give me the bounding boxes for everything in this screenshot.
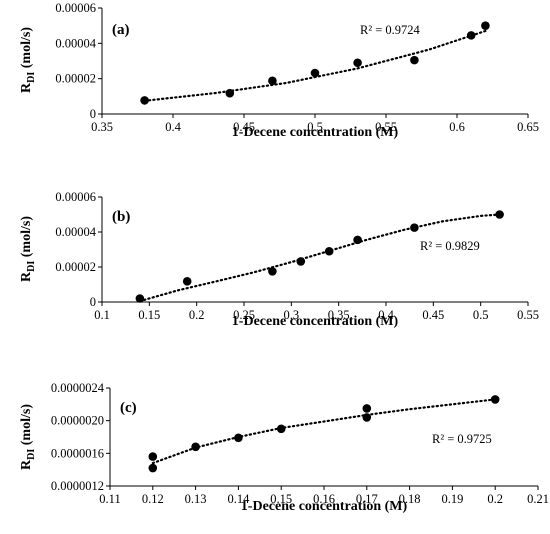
x-tick-label: 0.17 [356, 492, 378, 506]
y-tick-label: 0.0000012 [51, 479, 104, 493]
y-axis-label: RDI (mol/s) [19, 27, 37, 93]
x-tick-label: 0.55 [517, 308, 539, 322]
x-axis-label: 1-Decene concentration (M) [232, 125, 399, 140]
data-point [296, 257, 306, 266]
y-tick-label: 0.00006 [55, 1, 96, 15]
x-tick-label: 0.3 [284, 308, 300, 322]
x-tick-label: 0.16 [313, 492, 335, 506]
data-point [362, 404, 372, 413]
y-axis-label: RDI (mol/s) [19, 216, 37, 282]
x-tick-label: 0.11 [99, 492, 120, 506]
data-point [182, 277, 192, 286]
r-squared-annotation: R² = 0.9725 [432, 432, 492, 446]
trendline [138, 213, 501, 303]
y-axis-label-main: R [19, 82, 34, 93]
chart-panel-1: 0.35 0.4 0.45 0.5 0.55 0.6 0.65 0 0.00002 0.00004… [19, 1, 539, 140]
panel-label: (b) [112, 209, 130, 225]
x-tick-label: 0.65 [517, 120, 539, 134]
x-tick-label: 0.45 [422, 308, 444, 322]
y-tick-label: 0.00004 [55, 225, 96, 239]
x-tick-label: 0.6 [449, 120, 465, 134]
data-point [410, 223, 419, 232]
y-tick-label: 0.0000020 [51, 414, 104, 428]
x-tick-label: 0.18 [399, 492, 421, 506]
x-tick-label: 0.2 [189, 308, 205, 322]
y-axis-label-main: R [19, 459, 34, 470]
r-squared-annotation: R² = 0.9829 [420, 239, 480, 253]
data-point [362, 413, 372, 422]
data-point [268, 267, 277, 276]
x-tick-label: 0.45 [233, 120, 255, 134]
x-tick-label: 0.15 [270, 492, 292, 506]
x-tick-label: 0.2 [487, 492, 503, 506]
data-point [324, 246, 334, 256]
y-axis-label-unit: (mol/s) [19, 216, 34, 261]
y-axis-label-subscript: DI [26, 261, 37, 272]
x-tick-label: 0.25 [233, 308, 255, 322]
x-tick-label: 0.14 [227, 492, 250, 506]
x-tick-label: 0.12 [142, 492, 164, 506]
y-tick-label: 0 [90, 295, 96, 309]
y-axis-label-unit: (mol/s) [19, 27, 34, 72]
y-axis-label: RDI (mol/s) [19, 404, 37, 470]
data-point [225, 88, 235, 98]
x-tick-label: 0.13 [185, 492, 207, 506]
data-point [191, 442, 200, 452]
y-tick-label: 0.00002 [55, 72, 96, 86]
x-tick-label: 0.35 [328, 308, 350, 322]
data-point [490, 395, 500, 404]
x-tick-label: 0.15 [138, 308, 160, 322]
chart-panel-3: 0.11 0.12 0.13 0.14 0.15 0.16 0.17 0.18 0.19 0.2 0… [19, 381, 549, 514]
chart-panel-2: 0.1 0.15 0.2 0.25 0.3 0.35 0.4 0.45 0.5 0.55 0 0.00… [19, 190, 539, 329]
r-squared-annotation: R² = 0.9724 [360, 23, 421, 37]
panel-label: (c) [120, 400, 137, 416]
y-axis-label-subscript: DI [26, 72, 37, 83]
data-point [148, 452, 158, 461]
data-point [234, 433, 243, 443]
y-axis-label-unit: (mol/s) [19, 404, 34, 449]
x-tick-label: 0.35 [91, 120, 113, 134]
y-tick-label: 0 [90, 107, 96, 121]
data-point [481, 21, 490, 30]
x-tick-label: 0.19 [441, 492, 463, 506]
data-point [353, 235, 362, 245]
y-tick-label: 0.00004 [55, 36, 96, 50]
data-point [310, 68, 320, 78]
data-point [140, 96, 149, 105]
y-axis-label-main: R [19, 271, 34, 282]
x-axis-label: 1-Decene concentration (M) [232, 314, 399, 329]
data-point [410, 55, 419, 65]
y-tick-label: 0.0000016 [51, 446, 104, 460]
x-tick-label: 0.5 [307, 120, 323, 134]
data-point [148, 463, 158, 473]
trendline [143, 29, 487, 102]
x-tick-label: 0.21 [527, 492, 549, 506]
data-point [135, 294, 145, 303]
y-tick-label: 0.0000024 [51, 381, 105, 395]
x-tick-label: 0.4 [378, 308, 394, 322]
x-tick-label: 0.55 [375, 120, 397, 134]
x-tick-label: 0.5 [473, 308, 489, 322]
data-point [495, 210, 504, 219]
panel-label: (a) [112, 22, 130, 38]
data-point [353, 58, 362, 68]
trendline [151, 398, 497, 465]
y-axis-label-subscript: DI [26, 449, 37, 460]
data-point [276, 424, 286, 434]
y-tick-label: 0.00002 [55, 260, 96, 274]
data-point [466, 31, 476, 40]
x-tick-label: 0.1 [94, 308, 110, 322]
data-point [268, 76, 277, 86]
y-tick-label: 0.00006 [55, 190, 96, 204]
x-tick-label: 0.4 [165, 120, 181, 134]
x-axis-label: 1-Decene concentration (M) [241, 499, 408, 514]
